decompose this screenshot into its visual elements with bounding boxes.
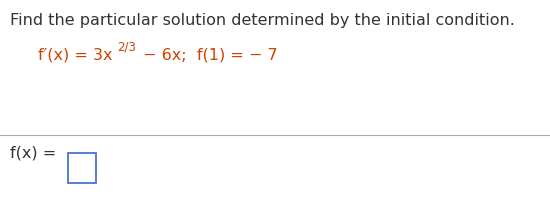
Text: 2/3: 2/3 [117,40,136,53]
Text: f(x) =: f(x) = [10,145,62,160]
Text: Find the particular solution determined by the initial condition.: Find the particular solution determined … [10,13,515,28]
FancyBboxPatch shape [68,153,96,183]
Text: − 6x;  f(1) = − 7: − 6x; f(1) = − 7 [138,48,278,63]
Text: f′(x) = 3x: f′(x) = 3x [38,48,113,63]
